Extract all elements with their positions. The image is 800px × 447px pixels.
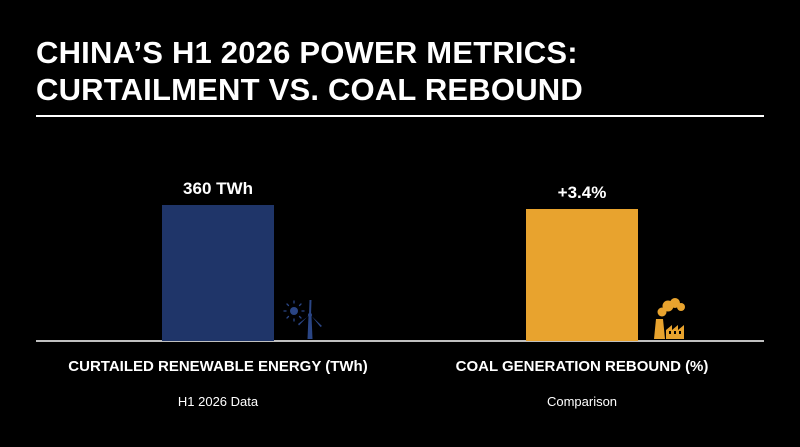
chart-title-line-2: CURTAILMENT VS. COAL REBOUND xyxy=(36,72,583,107)
chart-title-line-1: CHINA’S H1 2026 POWER METRICS: xyxy=(36,35,578,70)
value-label-curtailed-renewable: 360 TWh xyxy=(183,179,253,198)
chart-title: CHINA’S H1 2026 POWER METRICS: CURTAILME… xyxy=(36,34,756,108)
wind-turbine-and-sun-icon xyxy=(283,300,322,339)
bar-curtailed-renewable xyxy=(162,205,274,341)
category-label-curtailed-renewable: CURTAILED RENEWABLE ENERGY (TWh) xyxy=(68,358,367,375)
title-divider xyxy=(36,115,764,117)
sublabel-curtailed-renewable: H1 2026 Data xyxy=(178,394,259,409)
coal-power-plant-icon xyxy=(654,298,685,339)
sublabel-coal-rebound: Comparison xyxy=(547,394,617,409)
category-label-coal-rebound: COAL GENERATION REBOUND (%) xyxy=(456,358,709,375)
value-label-coal-rebound: +3.4% xyxy=(558,183,607,202)
bar-coal-rebound xyxy=(526,209,638,341)
